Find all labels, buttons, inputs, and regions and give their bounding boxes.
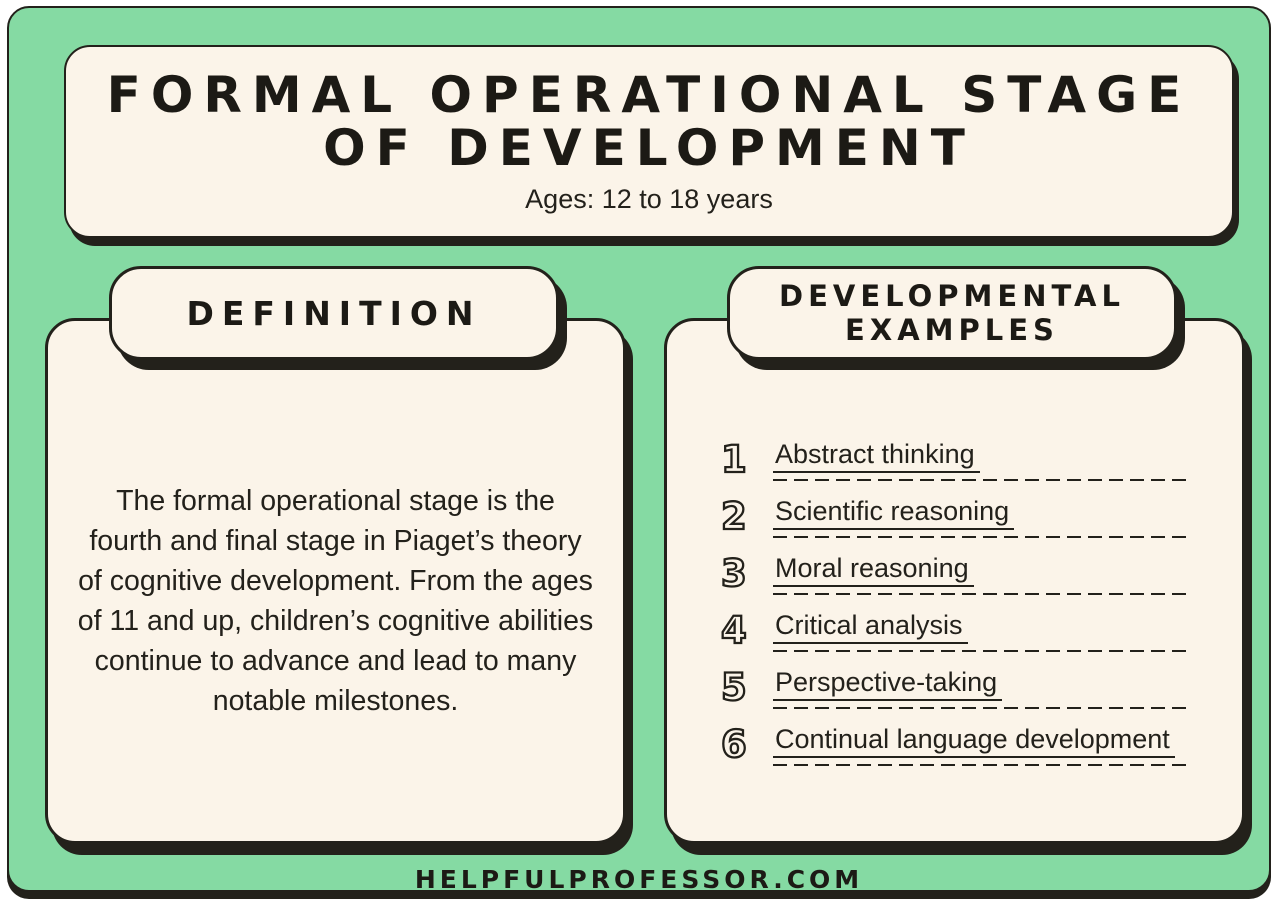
list-item-label: Critical analysis xyxy=(773,610,968,644)
definition-badge: DEFINITION xyxy=(109,266,559,360)
write-on-line xyxy=(773,763,1186,766)
list-item: 6 Continual language development xyxy=(715,710,1188,767)
list-item-label: Perspective-taking xyxy=(773,667,1003,701)
list-item: 3 Moral reasoning xyxy=(715,539,1188,596)
age-range-subtitle: Ages: 12 to 18 years xyxy=(525,184,773,214)
list-item-label: Scientific reasoning xyxy=(773,496,1015,530)
list-item-content: Continual language development xyxy=(773,724,1188,767)
examples-panel: 1 Abstract thinking 2 Scientific reasoni… xyxy=(664,318,1245,844)
definition-badge-label: DEFINITION xyxy=(186,293,482,333)
list-item: 2 Scientific reasoning xyxy=(715,482,1188,539)
list-item-number: 2 xyxy=(720,495,748,538)
list-item-number: 1 xyxy=(720,438,748,481)
definition-body-text: The formal operational stage is the four… xyxy=(77,485,594,717)
examples-badge-line2: EXAMPLES xyxy=(845,313,1059,347)
examples-list: 1 Abstract thinking 2 Scientific reasoni… xyxy=(715,425,1188,767)
list-item-content: Scientific reasoning xyxy=(773,496,1188,539)
write-on-line xyxy=(773,592,1186,595)
examples-badge: DEVELOPMENTAL EXAMPLES xyxy=(727,266,1177,360)
list-item: 4 Critical analysis xyxy=(715,596,1188,653)
write-on-line xyxy=(773,649,1186,652)
examples-badge-line1: DEVELOPMENTAL xyxy=(779,279,1125,313)
list-item-label: Abstract thinking xyxy=(773,439,980,473)
list-item-number: 5 xyxy=(720,666,748,709)
poster-title-line1: FORMAL OPERATIONAL STAGE xyxy=(106,66,1192,124)
list-item-content: Perspective-taking xyxy=(773,667,1188,710)
list-item: 1 Abstract thinking xyxy=(715,425,1188,482)
list-item-number: 4 xyxy=(720,609,748,652)
list-item-number: 6 xyxy=(720,723,748,766)
poster-title-line2: OF DEVELOPMENT xyxy=(323,119,975,177)
list-item-number: 3 xyxy=(720,552,748,595)
title-card: FORMAL OPERATIONAL STAGE OF DEVELOPMENT … xyxy=(64,45,1234,238)
list-item-content: Critical analysis xyxy=(773,610,1188,653)
list-item: 5 Perspective-taking xyxy=(715,653,1188,710)
write-on-line xyxy=(773,478,1186,481)
list-item-content: Moral reasoning xyxy=(773,553,1188,596)
list-item-label: Moral reasoning xyxy=(773,553,974,587)
website-attribution: HELPFULPROFESSOR.COM xyxy=(414,865,864,894)
list-item-label: Continual language development xyxy=(773,724,1175,758)
list-item-content: Abstract thinking xyxy=(773,439,1188,482)
write-on-line xyxy=(773,706,1186,709)
poster-canvas: FORMAL OPERATIONAL STAGE OF DEVELOPMENT … xyxy=(7,6,1271,894)
definition-panel: The formal operational stage is the four… xyxy=(45,318,626,844)
write-on-line xyxy=(773,535,1186,538)
